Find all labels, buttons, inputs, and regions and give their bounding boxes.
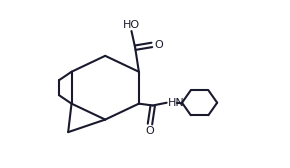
Text: HN: HN	[168, 98, 184, 108]
Text: HO: HO	[123, 20, 140, 30]
Text: O: O	[146, 126, 154, 136]
Text: O: O	[155, 40, 163, 50]
